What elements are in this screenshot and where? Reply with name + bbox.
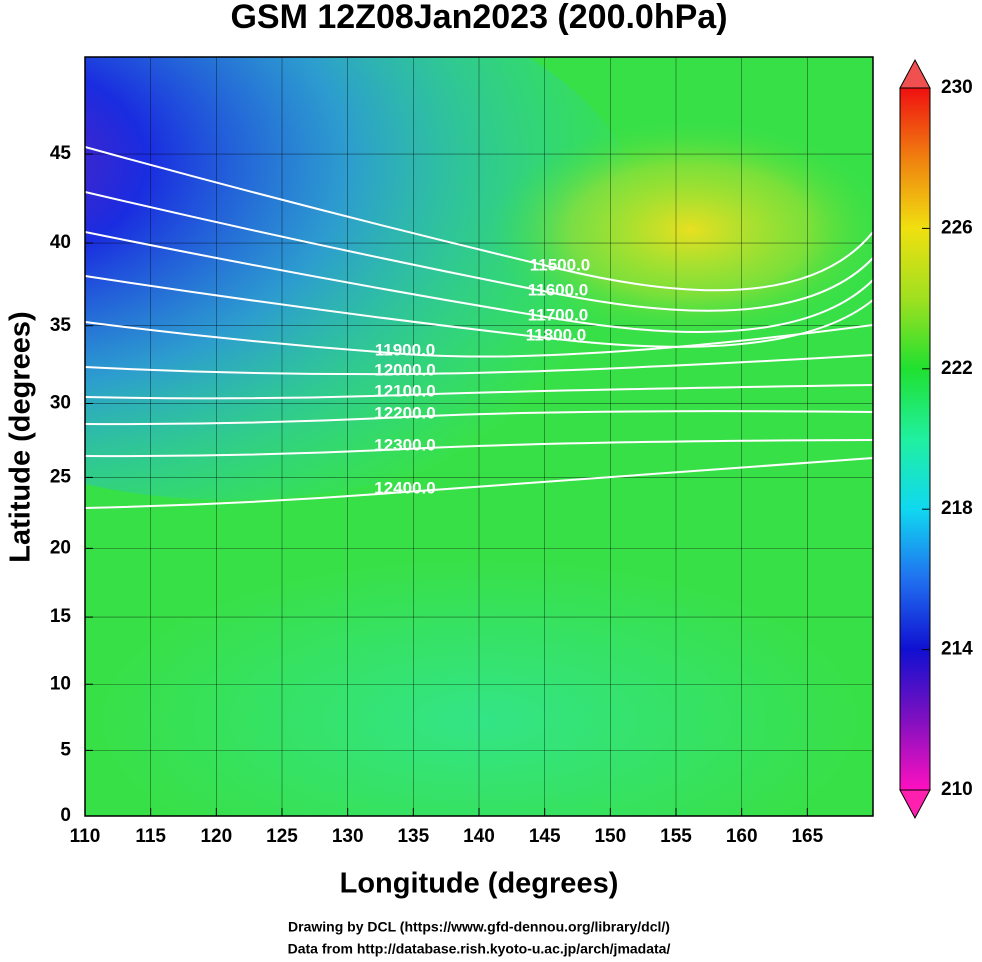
y-tick-label: 45 (50, 143, 72, 164)
contour-label: 11900.0 (375, 340, 436, 359)
contour-label: 11500.0 (530, 255, 591, 274)
contour-line (85, 231, 873, 333)
colorbar-tick-label: 210 (941, 779, 973, 800)
y-tick-label: 5 (60, 739, 71, 760)
y-tick-label: 20 (50, 537, 71, 558)
contour-line (85, 321, 873, 358)
contour-label: 11800.0 (526, 325, 587, 344)
y-tick-label: 25 (50, 466, 72, 487)
contour-label: 11600.0 (528, 280, 589, 299)
x-tick-label: 140 (463, 826, 495, 847)
contour-line (85, 146, 873, 292)
contour-label: 12400.0 (374, 478, 435, 497)
x-tick-label: 135 (397, 826, 429, 847)
x-tick-label: 125 (266, 826, 298, 847)
footer-line: Drawing by DCL (https://www.gfd-dennou.o… (288, 919, 670, 935)
y-axis-label: Latitude (degrees) (5, 311, 37, 562)
colorbar-tick-label: 214 (941, 639, 973, 660)
contour-line (85, 410, 873, 426)
x-tick-label: 110 (70, 826, 101, 847)
x-tick-label: 120 (200, 826, 232, 847)
contour-label: 11700.0 (528, 305, 589, 324)
colorbar-tick-label: 230 (941, 77, 973, 98)
title: GSM 12Z08Jan2023 (200.0hPa) (230, 0, 727, 36)
x-tick-label: 155 (660, 826, 692, 847)
contour-label: 12300.0 (374, 435, 435, 454)
field-region (100, 560, 860, 816)
x-tick-label: 165 (791, 826, 823, 847)
contour-line (85, 354, 873, 376)
y-tick-label: 10 (50, 673, 71, 694)
contour-line (85, 191, 873, 312)
y-tick-label: 40 (50, 232, 71, 253)
contour-line (85, 384, 873, 400)
contour-line (85, 457, 873, 509)
y-tick-label: 30 (50, 392, 71, 413)
y-tick-label: 15 (50, 606, 72, 627)
contour-line (85, 439, 873, 458)
x-tick-label: 160 (726, 826, 758, 847)
field-region (85, 57, 650, 500)
colorbar-extend (899, 789, 931, 820)
x-tick-label: 145 (529, 826, 561, 847)
colorbar-tick-label: 226 (941, 217, 973, 238)
contour-label: 12000.0 (374, 360, 435, 379)
x-tick-label: 115 (135, 826, 166, 847)
colorbar-extend (899, 58, 931, 89)
y-tick-label: 35 (50, 315, 72, 336)
colorbar-tick-label: 218 (941, 498, 973, 519)
y-tick-label: 0 (60, 805, 71, 826)
x-tick-label: 150 (594, 826, 626, 847)
contour-label: 12100.0 (374, 381, 435, 400)
x-axis-label: Longitude (degrees) (340, 868, 619, 900)
grid (84, 57, 873, 817)
x-tick-label: 130 (332, 826, 364, 847)
contour-label: 12200.0 (374, 403, 435, 422)
colorbar-tick-label: 222 (941, 358, 973, 379)
colorbar (899, 87, 931, 791)
footer-line: Data from http://database.rish.kyoto-u.a… (288, 941, 671, 957)
